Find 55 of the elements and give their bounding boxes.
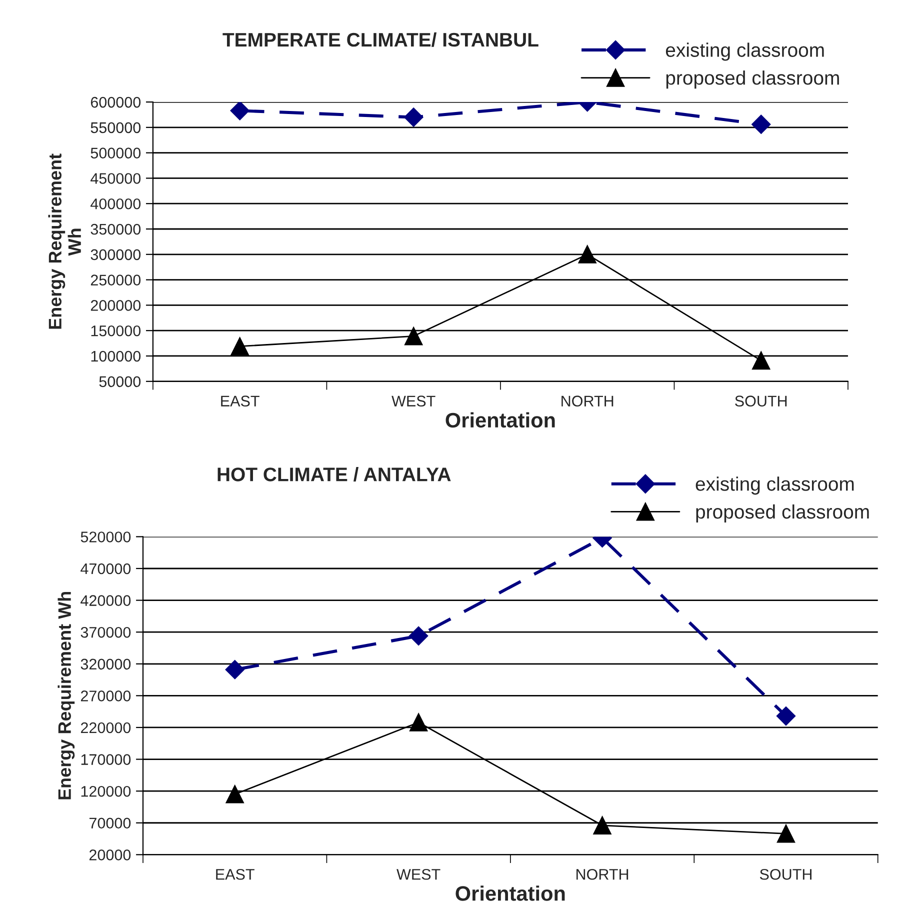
y-tick-label: 300000 bbox=[90, 249, 141, 260]
x-tick-label: EAST bbox=[221, 396, 260, 406]
y-tick-label: 370000 bbox=[80, 626, 131, 638]
y-tick-label: 550000 bbox=[90, 122, 141, 134]
point bbox=[225, 660, 244, 680]
chart-title: HOT CLIMATE / ANTALYA bbox=[218, 467, 451, 482]
point bbox=[410, 713, 428, 732]
y-tick-label: 200000 bbox=[90, 300, 141, 311]
y-tick-label: 250000 bbox=[90, 274, 141, 286]
y-tick-label: 20000 bbox=[89, 850, 131, 860]
point bbox=[230, 337, 249, 356]
point bbox=[230, 102, 250, 120]
x-tick-label: NORTH bbox=[562, 396, 614, 406]
y-tick-label: 600000 bbox=[90, 96, 141, 108]
y-tick-label: 120000 bbox=[81, 786, 131, 797]
point bbox=[409, 626, 428, 646]
y-tick-label: 420000 bbox=[80, 595, 131, 606]
y-tick-label: 320000 bbox=[80, 658, 131, 670]
y-tick-label: 150000 bbox=[91, 325, 141, 336]
y-tick-label: 70000 bbox=[89, 818, 131, 829]
y-axis-title: Energy Requirement Wh bbox=[58, 592, 75, 800]
y-tick-label: 100000 bbox=[91, 350, 141, 362]
chart-title: TEMPERATE CLIMATE/ ISTANBUL bbox=[222, 32, 538, 47]
y-axis-title: Energy Requirement Wh bbox=[48, 154, 81, 329]
point bbox=[752, 352, 770, 370]
x-axis-title: Orientation bbox=[446, 412, 555, 428]
point bbox=[752, 114, 771, 134]
x-tick-label: SOUTH bbox=[760, 868, 812, 880]
y-tick-label: 350000 bbox=[90, 224, 141, 235]
point bbox=[776, 706, 796, 726]
point bbox=[404, 327, 423, 346]
point bbox=[776, 824, 796, 843]
x-tick-label: EAST bbox=[216, 868, 254, 880]
x-tick-label: SOUTH bbox=[735, 396, 787, 406]
legend-label: proposed classroom bbox=[696, 504, 869, 523]
x-tick-label: WEST bbox=[396, 868, 440, 880]
x-tick-label: WEST bbox=[392, 396, 436, 406]
legend-label: proposed classroom bbox=[666, 70, 839, 89]
legend-label: existing classroom bbox=[696, 476, 854, 495]
x-tick-label: NORTH bbox=[576, 868, 628, 880]
x-axis-title: Orientation bbox=[456, 886, 565, 901]
point bbox=[404, 108, 424, 127]
y-tick-label: 220000 bbox=[80, 722, 131, 734]
y-tick-label: 170000 bbox=[81, 754, 131, 765]
y-tick-label: 400000 bbox=[90, 198, 141, 210]
y-tick-label: 270000 bbox=[80, 690, 131, 702]
y-tick-label: 520000 bbox=[80, 532, 131, 542]
y-tick-label: 450000 bbox=[90, 173, 141, 184]
legend-label: existing classroom bbox=[666, 42, 824, 61]
point bbox=[578, 245, 596, 264]
point bbox=[226, 785, 244, 804]
point bbox=[593, 816, 612, 834]
y-tick-label: 50000 bbox=[99, 376, 141, 388]
y-tick-label: 470000 bbox=[80, 563, 131, 574]
y-tick-label: 500000 bbox=[90, 148, 141, 158]
